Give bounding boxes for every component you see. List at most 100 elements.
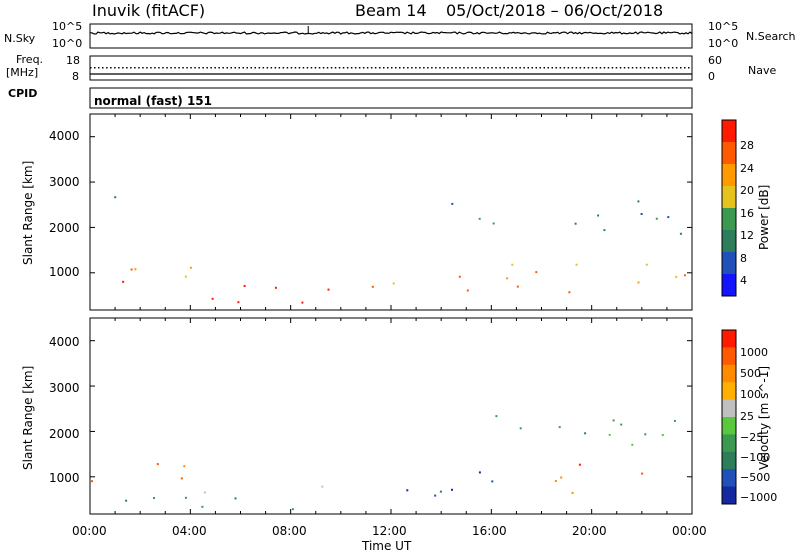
data-cell (641, 472, 644, 475)
colorbar-segment (722, 274, 736, 297)
velocity-data (90, 340, 692, 511)
freq-unit-label: [MHz] (6, 66, 39, 79)
nave-dot (230, 67, 232, 69)
nave-dot (106, 67, 108, 69)
nave-dot (130, 67, 132, 69)
scatter-region-0 (91, 463, 186, 483)
nave-dot (346, 67, 349, 69)
n-search-tick-bottom: 10^0 (708, 37, 739, 50)
nave-dot (182, 67, 184, 69)
velocity-ytick-3000: 3000 (49, 381, 80, 395)
data-cell (640, 213, 643, 215)
data-cell (679, 232, 682, 235)
power-cb-tick-16: 16 (740, 207, 754, 220)
data-cell (492, 222, 495, 225)
nave-dot (254, 67, 256, 69)
data-cell (603, 229, 606, 232)
velocity-ytick-4000: 4000 (49, 335, 80, 349)
nave-dot (647, 67, 650, 69)
nave-dot (202, 67, 204, 69)
nave-dot (579, 67, 582, 69)
velocity-ytick-1000: 1000 (49, 471, 80, 485)
nave-dot (559, 67, 562, 69)
data-cell (506, 277, 509, 280)
colorbar-frame (721, 329, 737, 505)
nave-dot (575, 67, 578, 69)
nave-dot (543, 67, 545, 69)
nave-dot (555, 67, 557, 69)
nave-dot (511, 67, 513, 69)
nave-dot (190, 67, 192, 69)
nave-dot (463, 67, 465, 69)
x-axis-label: Time UT (362, 539, 412, 553)
nave-dot (102, 67, 104, 69)
colorbar-segment (722, 120, 736, 143)
noise-traces (90, 26, 693, 35)
data-cell (631, 443, 634, 446)
data-cell (451, 488, 453, 491)
freq-traces (90, 67, 692, 75)
data-cell (327, 288, 330, 291)
nave-tick-top: 60 (708, 54, 722, 67)
nave-dot (487, 67, 489, 69)
nave-dot (318, 67, 321, 69)
nave-dot (435, 67, 437, 69)
velocity-panel-frame (89, 317, 693, 515)
nave-dot (314, 67, 317, 69)
scatter-region-5 (495, 415, 676, 446)
data-cell (516, 285, 519, 288)
nave-dot (619, 67, 622, 69)
nave-dot (146, 67, 148, 69)
nave-dot (383, 67, 385, 69)
cpid-panel-frame (89, 87, 693, 109)
nave-dot (527, 67, 529, 69)
nave-dot (688, 67, 690, 69)
data-cell (612, 419, 615, 422)
nave-dot (142, 67, 144, 69)
colorbar-segment (722, 252, 736, 275)
velocity-cb-tick-minus500: −500 (740, 471, 771, 484)
nave-dot (258, 67, 261, 69)
nave-dot (354, 67, 357, 69)
nave-dot (539, 67, 541, 69)
data-cell (466, 289, 469, 292)
nave-dot (194, 67, 196, 69)
data-cell (243, 285, 246, 287)
scatter-region-4 (554, 463, 644, 494)
velocity-cb-tick-100: 100 (740, 388, 761, 401)
nave-dot (627, 67, 630, 69)
n-sky-tick-bottom: 10^0 (52, 37, 83, 50)
nave-dot (174, 67, 176, 69)
scatter-region-2 (130, 266, 192, 278)
power-colorbar-label: Power [dB] (757, 185, 771, 250)
data-cell (478, 471, 481, 474)
scatter-region-3 (406, 471, 494, 497)
data-cell (608, 433, 611, 436)
nave-dot (411, 67, 413, 69)
data-cell (180, 477, 183, 480)
scatter-region-3 (392, 263, 686, 294)
nave-dot (615, 67, 618, 69)
station-title: Inuvik (fitACF) (92, 1, 206, 20)
colorbar-segment (722, 230, 736, 253)
power-ytick-1000: 1000 (49, 265, 80, 279)
nave-dot (366, 67, 369, 69)
data-cell (568, 291, 571, 294)
nave-dot (663, 67, 666, 69)
nave-dot (374, 67, 377, 69)
nave-dot (671, 67, 674, 69)
data-cell (234, 497, 237, 500)
scatter-region-2 (125, 496, 294, 511)
data-cell (511, 263, 514, 266)
x-tick-5: 20:00 (572, 524, 607, 538)
velocity-cb-tick-25: 25 (740, 410, 754, 423)
colorbar-segment (722, 382, 736, 401)
data-cell (519, 427, 522, 430)
power-cb-tick-12: 12 (740, 229, 754, 242)
data-cell (301, 301, 304, 304)
nave-dot (379, 67, 381, 69)
nave-dot (483, 67, 485, 69)
nave-dot (330, 67, 333, 69)
nave-dot (218, 67, 220, 69)
data-cell (620, 423, 623, 426)
